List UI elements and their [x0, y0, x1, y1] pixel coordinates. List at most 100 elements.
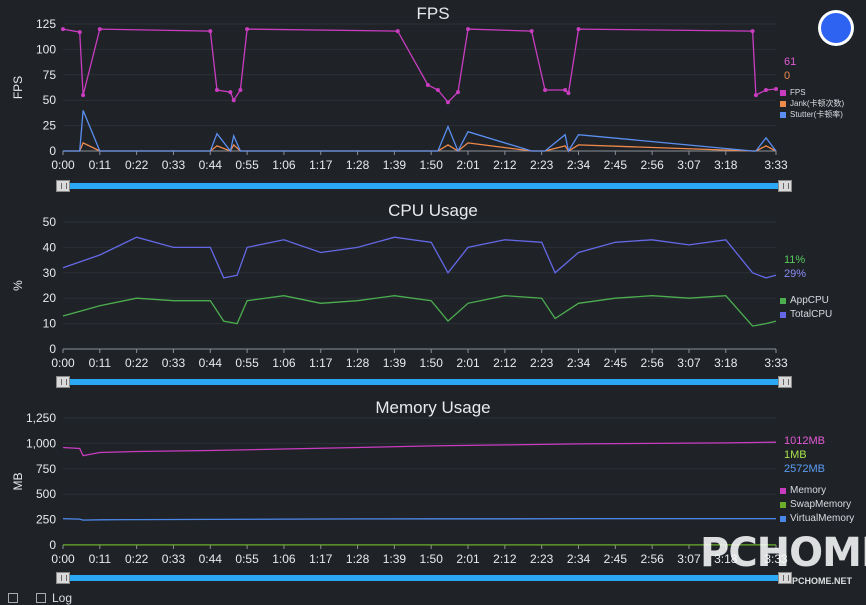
fps-data-point — [77, 30, 82, 35]
jank-current-value: 0 — [784, 70, 791, 82]
slider-start-handle[interactable] — [56, 376, 70, 388]
legend-label: FPS — [790, 88, 806, 97]
memory-range-slider[interactable] — [56, 572, 792, 584]
x-tick-label: 2:01 — [456, 158, 480, 172]
x-tick-label: 2:45 — [604, 356, 628, 370]
fps-data-point — [214, 88, 219, 93]
slider-end-handle[interactable] — [778, 180, 792, 192]
x-tick-label: 3:07 — [677, 356, 701, 370]
series-line-jank — [63, 142, 777, 152]
legend-item-fps[interactable]: FPS — [780, 87, 844, 98]
watermark-main-text: PCHOME — [700, 530, 866, 576]
fps-data-point — [238, 88, 243, 93]
slider-track[interactable] — [62, 379, 786, 385]
x-tick-label: 0:11 — [89, 552, 112, 566]
fps-data-point — [245, 27, 250, 32]
slider-track[interactable] — [62, 575, 786, 581]
x-tick-label: 2:56 — [640, 158, 664, 172]
x-tick-label: 1:06 — [272, 158, 296, 172]
y-tick-label: 25 — [43, 119, 57, 133]
x-tick-label: 2:34 — [567, 158, 591, 172]
x-tick-label: 2:12 — [493, 158, 517, 172]
virtual-current-value: 2572MB — [784, 463, 825, 475]
series-line-fps — [62, 28, 777, 104]
legend-item-swap[interactable]: SwapMemory — [780, 498, 854, 512]
x-tick-label: 0:22 — [125, 158, 149, 172]
x-tick-label: 2:12 — [493, 356, 517, 370]
x-tick-label: 0:44 — [199, 356, 223, 370]
cpu-chart: 50 40 30 20 10 0% 0:00 0:11 0:22 0:33 0:44 0:55 1:06… — [11, 215, 788, 370]
slider-start-handle[interactable] — [56, 572, 70, 584]
x-tick-label: 2:23 — [530, 158, 554, 172]
series-line-appcpu — [62, 295, 777, 327]
x-tick-label: 1:39 — [383, 158, 407, 172]
fps-current-value: 61 — [784, 56, 797, 68]
legend-swatch — [780, 111, 786, 118]
x-tick-label: 1:39 — [383, 356, 407, 370]
x-tick-label: 2:56 — [640, 356, 664, 370]
cpu-range-slider[interactable] — [56, 376, 792, 388]
x-tick-label: 3:18 — [714, 356, 738, 370]
x-tick-label: 1:28 — [346, 552, 370, 566]
fps-data-point — [563, 88, 568, 93]
memory-current-values: 1012MB 1MB 2572MB — [784, 434, 825, 476]
legend-item-virtual[interactable]: VirtualMemory — [780, 512, 854, 526]
fps-range-slider[interactable] — [56, 180, 792, 192]
fps-legend: FPS Jank(卡顿次数) Stutter(卡顿率) — [780, 87, 844, 120]
legend-label: SwapMemory — [790, 499, 852, 510]
legend-item-stutter[interactable]: Stutter(卡顿率) — [780, 109, 844, 120]
totalcpu-current-value: 29% — [784, 268, 807, 280]
y-axis-label: MB — [11, 473, 25, 491]
memory-title: Memory Usage — [375, 398, 491, 417]
series-line-stutter — [63, 110, 777, 153]
slider-start-handle[interactable] — [56, 180, 70, 192]
legend-item-memory[interactable]: Memory — [780, 484, 854, 498]
x-tick-label: 2:23 — [530, 552, 554, 566]
memory-legend: Memory SwapMemory VirtualMemory — [780, 484, 854, 526]
fps-data-point — [543, 88, 548, 93]
fps-data-point — [61, 27, 65, 32]
play-button[interactable] — [818, 10, 854, 46]
y-tick-label: 750 — [36, 462, 56, 476]
cpu-panel: CPU Usage 50 40 30 20 10 0% 0:00 0:11 0:22 0:33 0:… — [0, 197, 866, 393]
fps-data-point — [529, 29, 534, 34]
series-line-memory — [62, 441, 777, 457]
legend-swatch — [780, 298, 786, 304]
fps-data-point — [425, 82, 430, 87]
slider-track[interactable] — [62, 183, 786, 189]
fps-data-point — [445, 100, 450, 105]
x-tick-label: 0:44 — [199, 552, 223, 566]
fps-current-values: 61 0 — [784, 55, 796, 83]
fps-data-point — [774, 87, 778, 92]
y-tick-label: 20 — [43, 291, 57, 305]
y-tick-label: 75 — [43, 68, 57, 82]
fps-data-point — [81, 93, 86, 98]
fps-data-point — [750, 29, 755, 34]
x-tick-label: 0:33 — [162, 158, 186, 172]
x-tick-label: 3:33 — [764, 158, 788, 172]
x-tick-label: 1:39 — [383, 552, 407, 566]
y-tick-label: 0 — [49, 342, 56, 356]
x-tick-label: 2:34 — [567, 356, 591, 370]
y-axis-label: FPS — [11, 76, 25, 99]
slider-end-handle[interactable] — [778, 376, 792, 388]
legend-swatch — [780, 488, 786, 494]
x-tick-label: 1:50 — [420, 158, 444, 172]
x-tick-label: 3:07 — [677, 552, 701, 566]
legend-item-totalcpu[interactable]: TotalCPU — [780, 308, 832, 322]
fps-data-point — [566, 91, 571, 96]
slider-end-handle[interactable] — [778, 572, 792, 584]
y-tick-label: 50 — [43, 93, 57, 107]
x-tick-label: 3:18 — [714, 552, 738, 566]
x-tick-label: 0:33 — [162, 552, 186, 566]
legend-label: AppCPU — [790, 295, 829, 306]
play-icon — [832, 20, 845, 36]
legend-swatch — [780, 516, 786, 522]
x-tick-label: 0:33 — [162, 356, 186, 370]
x-tick-label: 2:01 — [456, 356, 480, 370]
legend-item-appcpu[interactable]: AppCPU — [780, 294, 832, 308]
legend-item-jank[interactable]: Jank(卡顿次数) — [780, 98, 844, 109]
fps-data-point — [97, 27, 102, 32]
legend-swatch — [780, 502, 786, 508]
legend-swatch — [780, 100, 786, 107]
